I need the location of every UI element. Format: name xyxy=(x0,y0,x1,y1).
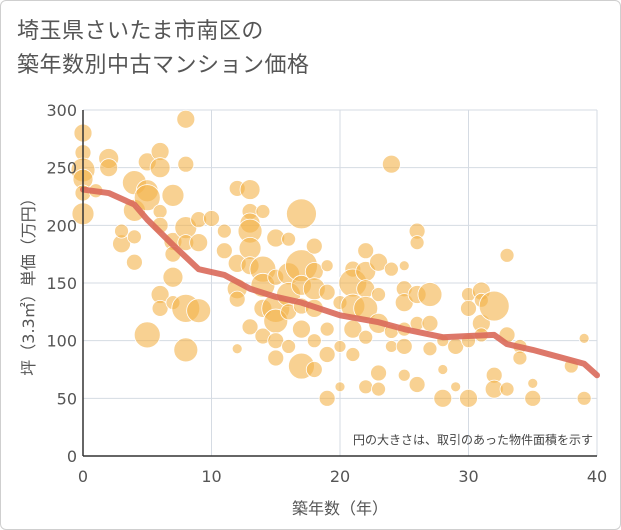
bubble-point xyxy=(334,381,346,393)
bubble-point xyxy=(177,155,195,173)
y-tick-label: 100 xyxy=(46,332,77,351)
bubble-point xyxy=(162,266,184,288)
bubble-point xyxy=(499,247,515,263)
bubble-point xyxy=(433,388,453,408)
y-tick-label: 150 xyxy=(46,274,77,293)
bubble-point xyxy=(255,204,271,219)
bubble-point xyxy=(450,381,462,393)
x-tick-label: 40 xyxy=(587,467,607,486)
bubble-point xyxy=(267,332,285,350)
bubble-point xyxy=(478,290,510,322)
y-tick-label: 0 xyxy=(67,447,77,466)
bubble-point xyxy=(527,377,539,389)
bubble-point xyxy=(395,338,413,355)
bubble-point xyxy=(281,339,297,354)
bubble-point xyxy=(369,252,388,272)
bubble-point xyxy=(133,184,161,212)
bubble-point xyxy=(203,210,220,227)
bubble-point xyxy=(397,368,411,382)
bubble-point xyxy=(384,340,398,353)
bubble-point xyxy=(318,389,336,407)
bubble-point xyxy=(358,329,374,345)
bubble-point xyxy=(267,349,285,367)
bubble-point xyxy=(305,237,323,255)
bubble-point xyxy=(216,223,232,239)
tick-labels: 0 50 100 150 200 250 300 0 10 20 30 40 xyxy=(46,101,607,486)
x-tick-label: 20 xyxy=(330,467,350,486)
trend-line xyxy=(80,186,600,379)
bubble-point xyxy=(422,341,438,357)
y-tick-label: 200 xyxy=(46,216,77,235)
bubble-point xyxy=(126,229,142,245)
bubble-point xyxy=(345,347,361,362)
bubble-point xyxy=(578,332,590,344)
bubble-point xyxy=(383,261,399,277)
bubble-point xyxy=(151,299,169,317)
bubble-point xyxy=(149,157,171,179)
trend-line-layer xyxy=(80,186,600,379)
bubble-point xyxy=(189,233,209,253)
bubble-point xyxy=(398,260,410,272)
x-tick-label: 30 xyxy=(458,467,478,486)
bubble-point xyxy=(357,242,375,260)
bubble-point xyxy=(306,333,322,349)
bubble-point xyxy=(460,299,477,317)
bubble-point xyxy=(99,158,119,178)
bubble-point xyxy=(305,361,323,378)
bubble-point xyxy=(239,179,261,200)
bubble-point xyxy=(370,364,387,382)
chart-title-line-2: 築年数別中古マンション価格 xyxy=(17,53,310,78)
bubble-point xyxy=(125,253,143,271)
bubble-point xyxy=(371,381,386,397)
x-tick-label: 0 xyxy=(78,467,88,486)
chart-title-line-1: 埼玉県さいたま市南区の xyxy=(17,19,264,44)
bubble-point xyxy=(320,259,334,273)
chart-title: 埼玉県さいたま市南区の 築年数別中古マンション価格 xyxy=(17,15,310,83)
y-tick-label: 300 xyxy=(46,101,77,120)
bubble-point xyxy=(152,204,168,219)
bubble-point xyxy=(409,235,425,251)
bubble-point xyxy=(499,381,515,397)
bubble-point xyxy=(186,298,212,324)
y-tick-label: 250 xyxy=(46,159,77,178)
y-tick-label: 50 xyxy=(57,389,77,408)
bubble-point xyxy=(238,236,262,260)
bubble-point xyxy=(459,388,478,408)
bubble-point xyxy=(114,223,129,239)
bubble-point xyxy=(524,389,542,407)
bubble-point xyxy=(358,379,374,395)
bubble-point xyxy=(417,282,443,307)
bubble-point xyxy=(286,198,317,230)
bubble-point xyxy=(173,337,199,363)
bubble-point xyxy=(371,287,386,302)
axes xyxy=(82,110,597,457)
bubble-point xyxy=(318,346,336,363)
bubble-point xyxy=(281,231,297,247)
x-tick-label: 10 xyxy=(201,467,221,486)
bubble-point xyxy=(319,321,335,337)
bubble-point xyxy=(228,290,246,308)
bubble-point xyxy=(421,314,439,332)
x-axis-label: 築年数（年） xyxy=(292,499,388,518)
bubble-point xyxy=(161,183,185,207)
bubble-point xyxy=(576,390,592,406)
bubble-point xyxy=(176,109,196,129)
bubble-point xyxy=(333,340,347,353)
bubble-point xyxy=(437,364,449,375)
bubble-point xyxy=(318,283,336,301)
bubble-point xyxy=(241,318,259,336)
bubble-point xyxy=(231,343,243,355)
bubble-point xyxy=(381,154,401,174)
bubble-point xyxy=(512,350,528,366)
bubble-layer xyxy=(70,109,592,408)
bubble-point xyxy=(292,319,311,339)
size-note: 円の大きさは、取引のあった物件面積を示す xyxy=(353,432,593,447)
y-axis-label: 坪（3.3㎡）単価（万円） xyxy=(19,190,38,375)
bubble-point xyxy=(215,242,233,260)
bubble-point xyxy=(133,321,161,349)
bubble-point xyxy=(408,376,426,393)
